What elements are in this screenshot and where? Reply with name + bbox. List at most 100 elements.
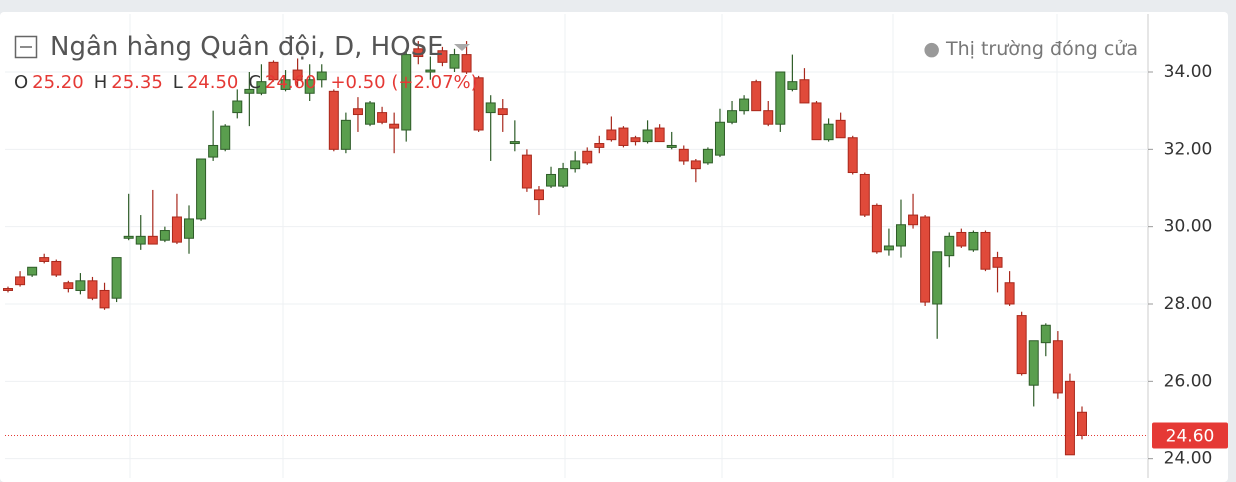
candle-body xyxy=(51,260,62,276)
legend-key: O xyxy=(14,72,29,93)
candle-body xyxy=(352,108,363,116)
candle-body xyxy=(594,143,605,148)
market-status: ● Thị trường đóng cửa xyxy=(923,38,1138,60)
candle-body xyxy=(775,71,786,125)
candle-body xyxy=(980,231,991,270)
candle-body xyxy=(920,216,931,303)
candle-body xyxy=(1052,340,1063,394)
candle-body xyxy=(847,137,858,174)
header: Ngân hàng Quân đội, D, HOSE O 25.20 H 25.35… xyxy=(14,32,478,93)
candle-body xyxy=(787,81,798,90)
candle-body xyxy=(751,81,762,112)
candle-body xyxy=(678,148,689,162)
candle-body xyxy=(968,231,979,251)
candle-body xyxy=(184,218,195,239)
legend-value: 25.35 xyxy=(111,72,163,93)
candle-body xyxy=(437,50,448,63)
ohlc-legend: O 25.20 H 25.35 L 24.50 C 24.60 +0.50 (+2.07%) xyxy=(14,72,478,93)
candle-body xyxy=(558,168,569,187)
candle-body xyxy=(485,102,496,114)
legend-key: H xyxy=(93,72,108,93)
candle-body xyxy=(425,69,436,73)
legend-key: L xyxy=(172,72,183,93)
candle-body xyxy=(835,119,846,139)
candle-body xyxy=(895,224,906,247)
candle-body xyxy=(3,288,13,291)
candle-body xyxy=(1028,340,1039,386)
candle-body xyxy=(1004,282,1015,305)
candle-body xyxy=(111,257,122,299)
y-tick-label: 28.00 xyxy=(1164,294,1213,314)
candle-body xyxy=(449,54,460,69)
candle-body xyxy=(642,129,653,143)
candle-body xyxy=(763,110,774,125)
candle-body xyxy=(268,61,279,81)
candle-body xyxy=(908,214,919,226)
candle-body xyxy=(1064,380,1075,456)
candle-body xyxy=(99,289,110,309)
status-text: Thị trường đóng cửa xyxy=(946,38,1138,60)
y-tick-label: 34.00 xyxy=(1164,62,1213,82)
candle-body xyxy=(739,98,750,112)
legend-value: 25.20 xyxy=(32,72,84,93)
candle-body xyxy=(582,150,593,164)
dropdown-arrow[interactable] xyxy=(452,41,472,53)
candle-body xyxy=(461,54,472,73)
title-row: Ngân hàng Quân đội, D, HOSE xyxy=(14,32,478,62)
candle-body xyxy=(340,119,351,150)
candle-body xyxy=(15,276,26,286)
candle-body xyxy=(328,90,339,150)
candle-body xyxy=(521,154,532,189)
candle-body xyxy=(413,48,424,58)
candle-body xyxy=(401,54,412,131)
legend-value: 24.60 xyxy=(264,72,317,93)
candle-body xyxy=(666,144,677,148)
collapse-icon[interactable] xyxy=(14,35,38,59)
candle-body xyxy=(956,231,967,247)
candle-body xyxy=(365,102,376,125)
last-price-label: 24.60 xyxy=(1166,426,1215,446)
candle-body xyxy=(389,123,400,129)
y-tick-label: 32.00 xyxy=(1164,139,1213,159)
candle-body xyxy=(256,81,267,94)
candle-body xyxy=(509,141,520,145)
candle-body xyxy=(654,127,665,143)
y-tick-label: 24.00 xyxy=(1164,449,1213,469)
candle-body xyxy=(171,216,182,243)
candle-body xyxy=(147,235,158,245)
candle-body xyxy=(1040,324,1051,344)
candle-body xyxy=(208,144,219,158)
candle-body xyxy=(883,245,894,251)
candle-body xyxy=(702,148,713,164)
candle-body xyxy=(690,160,701,170)
candle-body xyxy=(570,160,581,170)
chart-panel xyxy=(0,12,1228,482)
candle-body xyxy=(316,71,327,81)
candle-body xyxy=(992,257,1003,268)
candle-body xyxy=(280,79,291,90)
candle-body xyxy=(932,251,943,305)
candle-body xyxy=(823,123,834,141)
candle-body xyxy=(727,110,738,123)
candle-body xyxy=(159,230,170,241)
candle-body xyxy=(87,280,98,299)
candle-body xyxy=(135,235,146,245)
candle-body xyxy=(546,173,557,187)
candle-body xyxy=(859,173,870,216)
candle-body xyxy=(63,282,74,290)
candle-body xyxy=(196,158,207,220)
y-tick-label: 26.00 xyxy=(1164,371,1213,391)
legend-key: +0.50 (+2.07%) xyxy=(330,72,478,93)
candle-body xyxy=(714,121,725,156)
candle-body xyxy=(799,79,810,104)
candle-body xyxy=(27,266,38,276)
candle-body xyxy=(944,235,955,257)
candle-body xyxy=(220,125,231,150)
candle-body xyxy=(811,102,822,141)
candle-body xyxy=(630,137,641,143)
candle-body xyxy=(123,235,134,239)
candle-body xyxy=(618,127,629,146)
chart-title: Ngân hàng Quân đội, D, HOSE xyxy=(50,32,444,62)
